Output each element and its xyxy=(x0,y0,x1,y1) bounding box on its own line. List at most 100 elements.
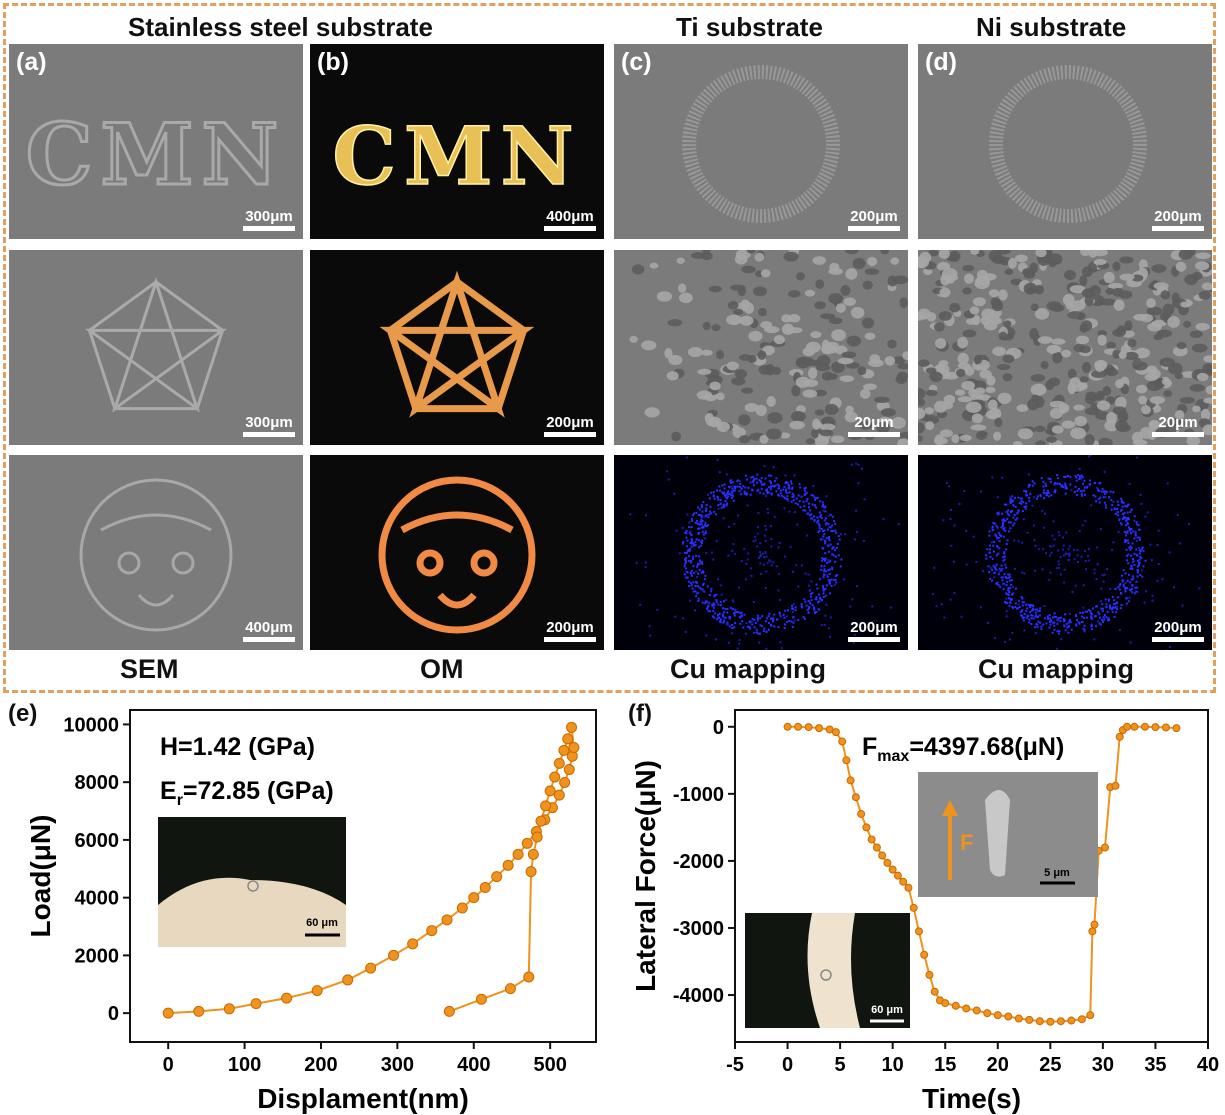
cu-dot xyxy=(940,603,943,606)
cu-dot xyxy=(1122,583,1125,586)
cu-dot xyxy=(728,616,731,619)
grain xyxy=(940,429,953,438)
cu-dot xyxy=(795,564,798,567)
cu-dot xyxy=(729,606,732,609)
cu-dot xyxy=(691,519,694,522)
grain xyxy=(1012,440,1023,445)
micrograph-tile: 20μm xyxy=(918,250,1212,445)
cu-dot xyxy=(855,585,858,588)
cu-dot xyxy=(721,607,724,610)
grain xyxy=(716,392,725,401)
cu-dot xyxy=(1009,510,1012,513)
cu-dot xyxy=(1080,493,1083,496)
cu-dot xyxy=(995,568,998,571)
cu-dot xyxy=(818,524,821,527)
cu-dot xyxy=(705,515,708,518)
cu-dot xyxy=(1125,505,1128,508)
cu-dot xyxy=(780,647,783,650)
cu-dot xyxy=(1026,607,1029,610)
cu-dot xyxy=(740,560,743,563)
cu-dot xyxy=(690,561,693,564)
cu-dot xyxy=(724,608,727,611)
grain xyxy=(1030,374,1046,382)
cu-dot xyxy=(1078,622,1081,625)
grain xyxy=(727,301,739,310)
cu-dot xyxy=(727,490,730,493)
cu-dot xyxy=(695,555,698,558)
cu-dot xyxy=(1133,553,1136,556)
grain xyxy=(1081,320,1093,332)
cu-dot xyxy=(723,494,726,497)
cu-dot xyxy=(688,548,691,551)
cu-dot xyxy=(1002,559,1005,562)
cu-dot xyxy=(685,456,688,459)
grain xyxy=(962,287,972,295)
cu-dot xyxy=(715,540,718,543)
cu-dot xyxy=(1040,628,1043,631)
cu-dot xyxy=(800,605,803,608)
cu-dot xyxy=(1021,604,1024,607)
grain xyxy=(679,292,693,304)
cu-dot xyxy=(777,589,780,592)
data-point xyxy=(566,750,578,762)
cu-dot xyxy=(1035,614,1038,617)
cu-dot xyxy=(1122,569,1125,572)
cu-dot xyxy=(995,554,998,557)
cu-dot xyxy=(1146,511,1149,514)
cu-dot xyxy=(749,627,752,630)
scale-bar: 200μm xyxy=(544,414,596,437)
cu-dot xyxy=(767,622,770,625)
cu-dot xyxy=(1094,495,1097,498)
cu-dot xyxy=(1083,624,1086,627)
cu-dot xyxy=(688,555,691,558)
data-point xyxy=(1123,722,1132,731)
cu-dot xyxy=(1105,603,1108,606)
data-point xyxy=(925,970,934,979)
cu-dot xyxy=(1136,554,1139,557)
cu-dot xyxy=(1103,614,1106,617)
grain xyxy=(974,354,983,365)
cu-dot xyxy=(965,529,968,532)
data-point xyxy=(1056,1017,1065,1026)
cu-dot xyxy=(1104,496,1107,499)
grain xyxy=(737,286,747,297)
cu-dot xyxy=(1026,616,1029,619)
cu-dot xyxy=(1045,622,1048,625)
cu-dot xyxy=(1178,542,1181,545)
cu-dot xyxy=(1081,627,1084,630)
y-tick-label: -2000 xyxy=(673,851,724,873)
cu-dot xyxy=(754,539,757,542)
cu-dot xyxy=(1001,519,1004,522)
cu-dot xyxy=(810,595,813,598)
grain xyxy=(805,438,816,445)
cu-dot xyxy=(820,527,823,530)
cu-dot xyxy=(1127,518,1130,521)
cu-dot xyxy=(1157,529,1160,532)
cu-dot xyxy=(684,551,687,554)
cu-dot xyxy=(1125,548,1128,551)
data-point xyxy=(831,728,840,737)
cu-dot xyxy=(1090,617,1093,620)
cu-dot xyxy=(1036,623,1039,626)
cu-dot xyxy=(1118,629,1121,632)
cu-dot xyxy=(1039,607,1042,610)
cu-dot xyxy=(1070,628,1073,631)
cu-dot xyxy=(689,582,692,585)
cu-dot xyxy=(1125,602,1128,605)
cu-dot xyxy=(687,560,690,563)
cu-dot xyxy=(996,496,999,499)
cu-dot xyxy=(706,605,709,608)
cu-dot xyxy=(1082,584,1085,587)
cu-dot xyxy=(828,526,831,529)
cu-dot xyxy=(708,513,711,516)
cu-dot xyxy=(713,497,716,500)
cu-dot xyxy=(1135,539,1138,542)
cu-dot xyxy=(1086,486,1089,489)
cu-dot xyxy=(1136,523,1139,526)
pattern-letters: CMN xyxy=(332,109,581,203)
scale-bar-label: 300μm xyxy=(245,414,293,431)
cu-dot xyxy=(1099,482,1102,485)
cu-dot xyxy=(1069,483,1072,486)
cu-dot xyxy=(996,538,999,541)
grain xyxy=(1195,261,1210,271)
